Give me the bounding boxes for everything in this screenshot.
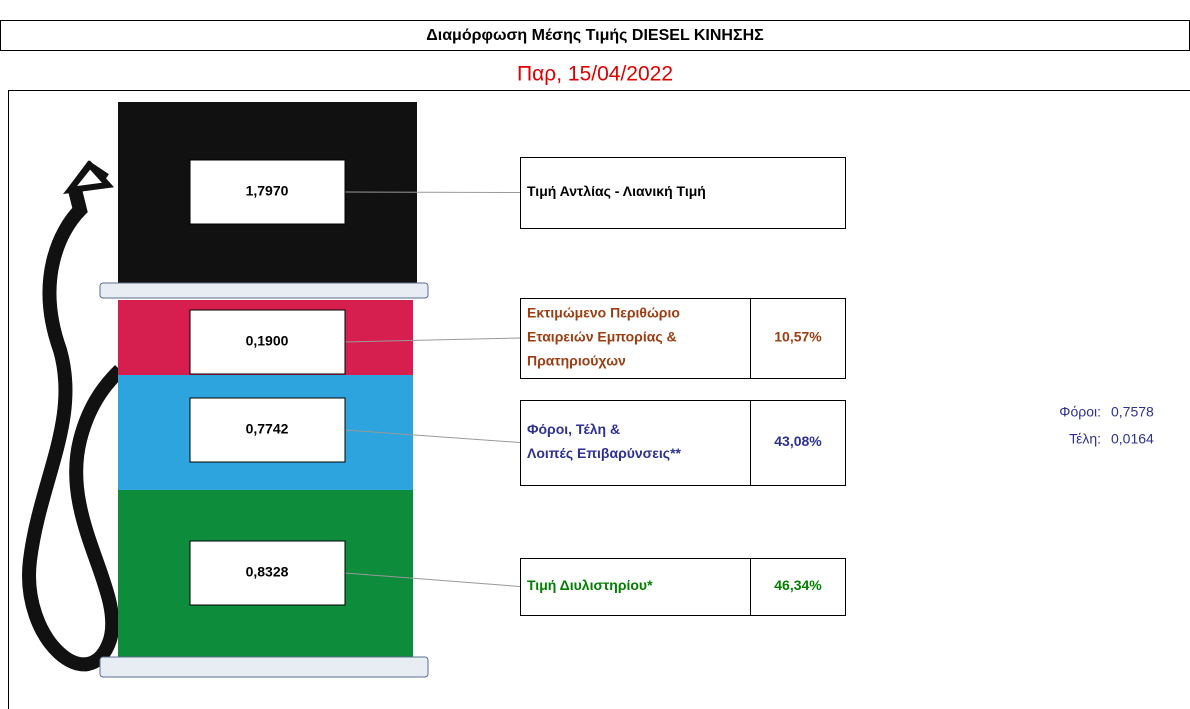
note-value: 0,0164 (1111, 431, 1154, 447)
label-box (520, 558, 751, 616)
label: Τιμή Διυλιστηρίου* (527, 577, 653, 593)
value: 0,1900 (246, 333, 289, 349)
value-box (189, 540, 346, 606)
connector (344, 572, 521, 587)
title-bar (0, 20, 1190, 51)
label: Πρατηριούχων (527, 353, 626, 369)
pump-slab (99, 282, 429, 299)
label-box (520, 157, 846, 229)
title: Διαμόρφωση Μέσης Τιμής DIESEL ΚΙΝΗΣΗΣ (426, 27, 764, 44)
pump-slab (99, 656, 429, 678)
label-box (520, 400, 751, 486)
value-box (189, 309, 346, 375)
label: Τιμή Αντλίας - Λιανική Τιμή (527, 183, 706, 199)
percent: 10,57% (774, 329, 822, 345)
connector (344, 429, 521, 443)
label: Εκτιμώμενο Περιθώριο (527, 305, 680, 321)
label-box (520, 298, 751, 379)
value: 0,8328 (246, 564, 289, 580)
percent-box (750, 558, 846, 616)
percent-box (750, 298, 846, 379)
note-label: Φόροι: (1059, 404, 1101, 420)
percent: 46,34% (774, 577, 822, 593)
label: Εταιρειών Εμπορίας & (527, 329, 677, 345)
nozzle (63, 160, 115, 194)
percent-box (750, 400, 846, 486)
connector (344, 337, 521, 343)
date: Παρ, 15/04/2022 (517, 63, 673, 86)
value: 0,7742 (246, 421, 289, 437)
value-box (189, 159, 346, 225)
hose (22, 160, 125, 672)
frame (8, 90, 1190, 709)
label: Φόροι, Τέλη & (527, 421, 620, 437)
value-box (189, 397, 346, 463)
value: 1,7970 (246, 183, 289, 199)
label: Λοιπές Επιβαρύνσεις** (527, 445, 682, 461)
connector (344, 191, 521, 193)
note-value: 0,7578 (1111, 404, 1154, 420)
percent: 43,08% (774, 433, 822, 449)
note-label: Τέλη: (1069, 431, 1101, 447)
